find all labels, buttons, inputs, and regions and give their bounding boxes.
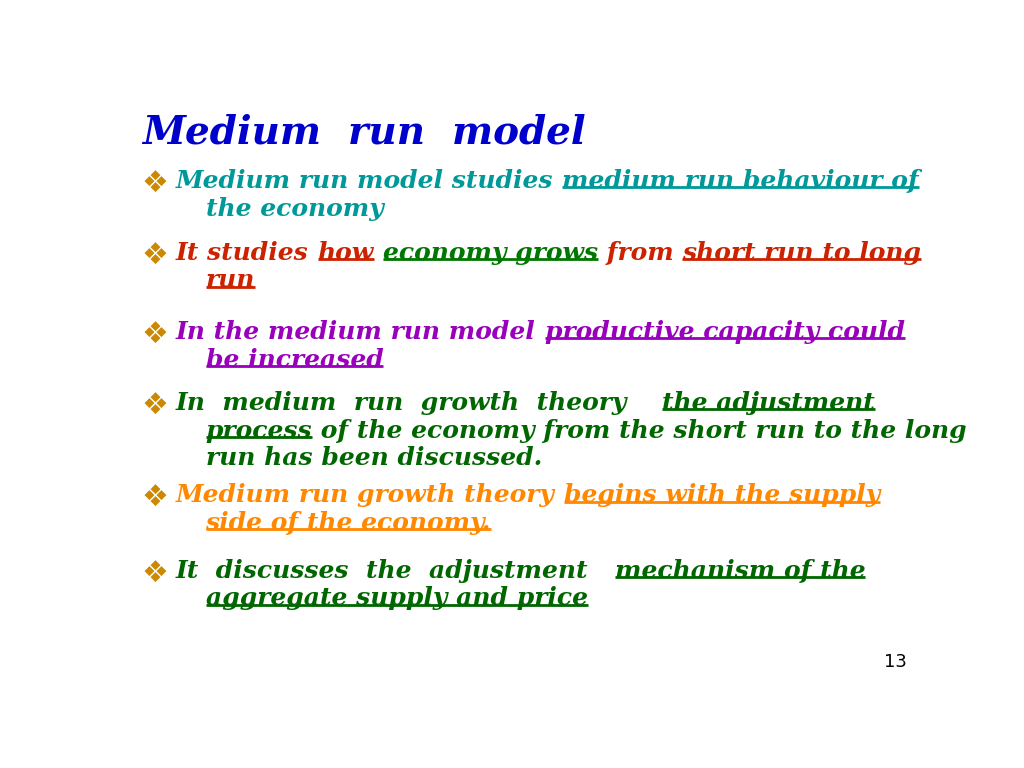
Text: 13: 13 [884, 654, 907, 671]
Text: the economy: the economy [206, 197, 383, 221]
Text: In the medium run model: In the medium run model [176, 320, 545, 344]
Text: economy grows: economy grows [383, 241, 598, 265]
Text: ❖: ❖ [142, 241, 169, 270]
Text: the adjustment: the adjustment [663, 391, 876, 415]
Text: process: process [206, 419, 312, 442]
Text: side of the economy.: side of the economy. [206, 511, 490, 535]
Text: aggregate supply and price: aggregate supply and price [206, 587, 588, 611]
Text: ❖: ❖ [142, 483, 169, 512]
Text: Medium  run  model: Medium run model [142, 114, 586, 152]
Text: be increased: be increased [206, 348, 383, 372]
Text: ❖: ❖ [142, 391, 169, 420]
Text: ❖: ❖ [142, 559, 169, 588]
Text: how: how [317, 241, 374, 265]
Text: mechanism of the: mechanism of the [614, 559, 865, 583]
Text: ❖: ❖ [142, 169, 169, 198]
Text: Medium run model studies: Medium run model studies [176, 169, 562, 194]
Text: short run to long: short run to long [682, 241, 922, 265]
Text: run: run [206, 269, 255, 293]
Text: It  discusses  the  adjustment: It discusses the adjustment [176, 559, 614, 583]
Text: run has been discussed.: run has been discussed. [206, 446, 542, 470]
Text: productive capacity could: productive capacity could [545, 320, 904, 344]
Text: from: from [598, 241, 682, 265]
Text: ❖: ❖ [142, 320, 169, 349]
Text: Medium run growth theory: Medium run growth theory [176, 483, 563, 508]
Text: begins with the supply: begins with the supply [563, 483, 880, 508]
Text: It studies: It studies [176, 241, 317, 265]
Text: of the economy from the short run to the long: of the economy from the short run to the… [312, 419, 967, 442]
Text: In  medium  run  growth  theory: In medium run growth theory [176, 391, 663, 415]
Text: medium run behaviour of: medium run behaviour of [562, 169, 919, 194]
